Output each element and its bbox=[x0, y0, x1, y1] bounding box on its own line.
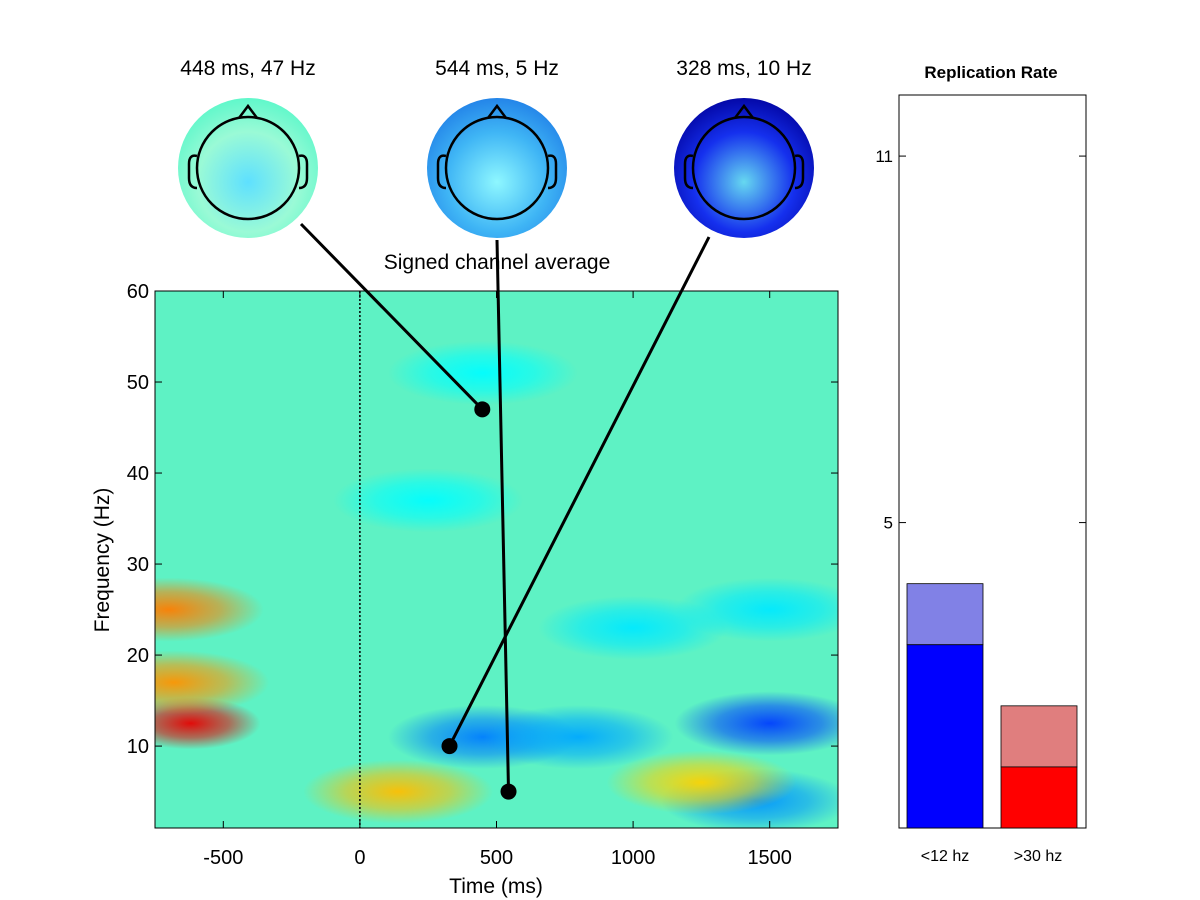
bar-y-tick-label: 5 bbox=[884, 514, 893, 533]
x-tick-label: 1500 bbox=[747, 847, 792, 869]
bar-upper bbox=[906, 583, 984, 646]
heatmap-blob bbox=[155, 577, 264, 642]
nose-outline bbox=[487, 103, 507, 119]
heatmap-blob bbox=[333, 468, 524, 533]
heatmap-xlabel: Time (ms) bbox=[449, 875, 543, 898]
right-ear-outline bbox=[298, 154, 309, 190]
bar-category-label-2: >30 hz bbox=[1014, 848, 1062, 865]
left-ear-outline bbox=[683, 154, 694, 190]
replication-rate-chart: 5 11 bbox=[875, 94, 1087, 829]
marker-dot bbox=[474, 401, 491, 418]
bar-category-label-1: <12 hz bbox=[921, 848, 969, 865]
time-frequency-heatmap: -500 0 500 1000 1500 10 20 30 40 50 60 bbox=[127, 281, 839, 869]
x-tick-label: 1000 bbox=[611, 847, 656, 869]
x-tick-label: 500 bbox=[480, 847, 513, 869]
heatmap-ylabel: Frequency (Hz) bbox=[91, 488, 114, 633]
topomap bbox=[178, 98, 318, 238]
right-ear-outline bbox=[547, 154, 558, 190]
heatmap-blob bbox=[387, 340, 578, 405]
nose-outline bbox=[734, 103, 754, 119]
y-tick-label: 60 bbox=[127, 281, 149, 303]
left-ear-outline bbox=[436, 154, 447, 190]
y-tick-label: 50 bbox=[127, 372, 149, 394]
head-outline bbox=[444, 115, 550, 221]
bar-y-tick-label: 11 bbox=[875, 147, 893, 166]
topomap-title-3: 328 ms, 10 Hz bbox=[676, 57, 811, 80]
topomap-disc bbox=[178, 98, 318, 238]
topomap-connectors bbox=[299, 222, 711, 800]
heatmap-blob bbox=[674, 691, 838, 756]
connector-line bbox=[448, 236, 711, 747]
x-tick-label: -500 bbox=[203, 847, 243, 869]
topomap bbox=[427, 98, 567, 238]
topomap-disc bbox=[674, 98, 814, 238]
marker-dot bbox=[500, 783, 517, 800]
head-outline bbox=[691, 115, 797, 221]
y-tick-label: 10 bbox=[127, 736, 149, 758]
connector-line bbox=[299, 222, 484, 411]
y-tick-label: 20 bbox=[127, 645, 149, 667]
marker-dot bbox=[441, 738, 458, 755]
heatmap-blob bbox=[155, 650, 270, 715]
connector-line bbox=[495, 239, 511, 792]
left-ear-outline bbox=[187, 154, 198, 190]
bar-chart-title: Replication Rate bbox=[924, 63, 1057, 82]
x-tick-label: 0 bbox=[354, 847, 365, 869]
nose-outline bbox=[238, 103, 258, 119]
head-outline bbox=[195, 115, 301, 221]
topomap bbox=[674, 98, 814, 238]
heatmap-blob bbox=[674, 577, 838, 642]
heatmap-blob bbox=[606, 750, 797, 815]
topomap-disc bbox=[427, 98, 567, 238]
heatmap-blob bbox=[483, 704, 674, 769]
bar-upper bbox=[1000, 705, 1078, 768]
heatmap-blob bbox=[303, 759, 494, 824]
topomap-title-1: 448 ms, 47 Hz bbox=[180, 57, 315, 80]
right-ear-outline bbox=[794, 154, 805, 190]
y-tick-label: 40 bbox=[127, 463, 149, 485]
topomap-title-2: 544 ms, 5 Hz bbox=[435, 57, 559, 80]
topomaps bbox=[178, 98, 814, 238]
bar-lower bbox=[906, 644, 984, 829]
y-tick-label: 30 bbox=[127, 554, 149, 576]
bar-lower bbox=[1000, 766, 1078, 829]
